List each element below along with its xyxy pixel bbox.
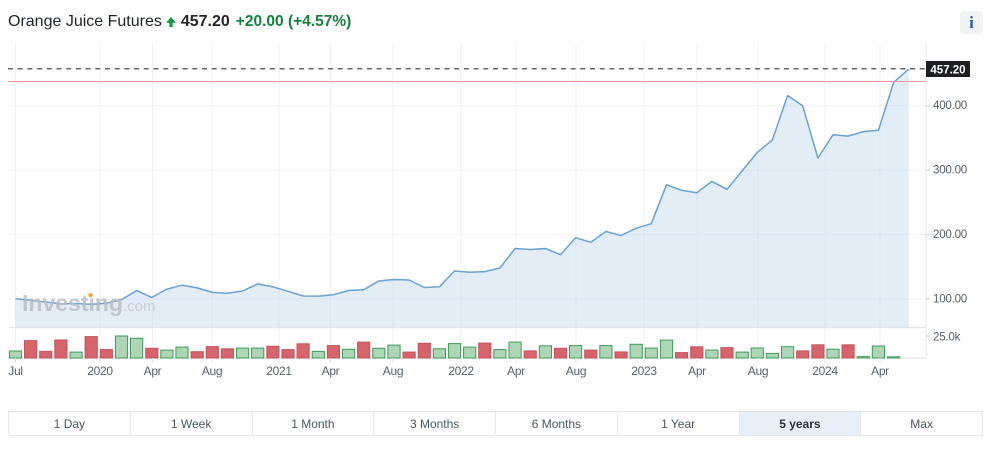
svg-text:Apr: Apr	[144, 364, 162, 378]
svg-text:457.20: 457.20	[930, 64, 965, 76]
svg-text:Apr: Apr	[507, 364, 525, 378]
svg-text:Aug: Aug	[383, 364, 403, 378]
svg-text:100.00: 100.00	[933, 292, 967, 305]
svg-text:25.0k: 25.0k	[933, 330, 961, 343]
svg-text:400.00: 400.00	[933, 99, 967, 112]
svg-text:2022: 2022	[448, 364, 474, 378]
svg-text:Jul: Jul	[8, 364, 22, 378]
svg-text:Aug: Aug	[202, 364, 222, 378]
svg-text:200.00: 200.00	[933, 228, 967, 241]
svg-text:300.00: 300.00	[933, 164, 967, 177]
svg-text:Aug: Aug	[748, 364, 768, 378]
svg-text:Aug: Aug	[566, 364, 586, 378]
svg-text:2021: 2021	[266, 364, 292, 378]
svg-text:2023: 2023	[631, 364, 657, 378]
svg-text:Apr: Apr	[322, 364, 340, 378]
svg-text:Apr: Apr	[871, 364, 889, 378]
svg-text:2024: 2024	[812, 364, 838, 378]
svg-text:Apr: Apr	[688, 364, 706, 378]
svg-text:2020: 2020	[87, 364, 113, 378]
